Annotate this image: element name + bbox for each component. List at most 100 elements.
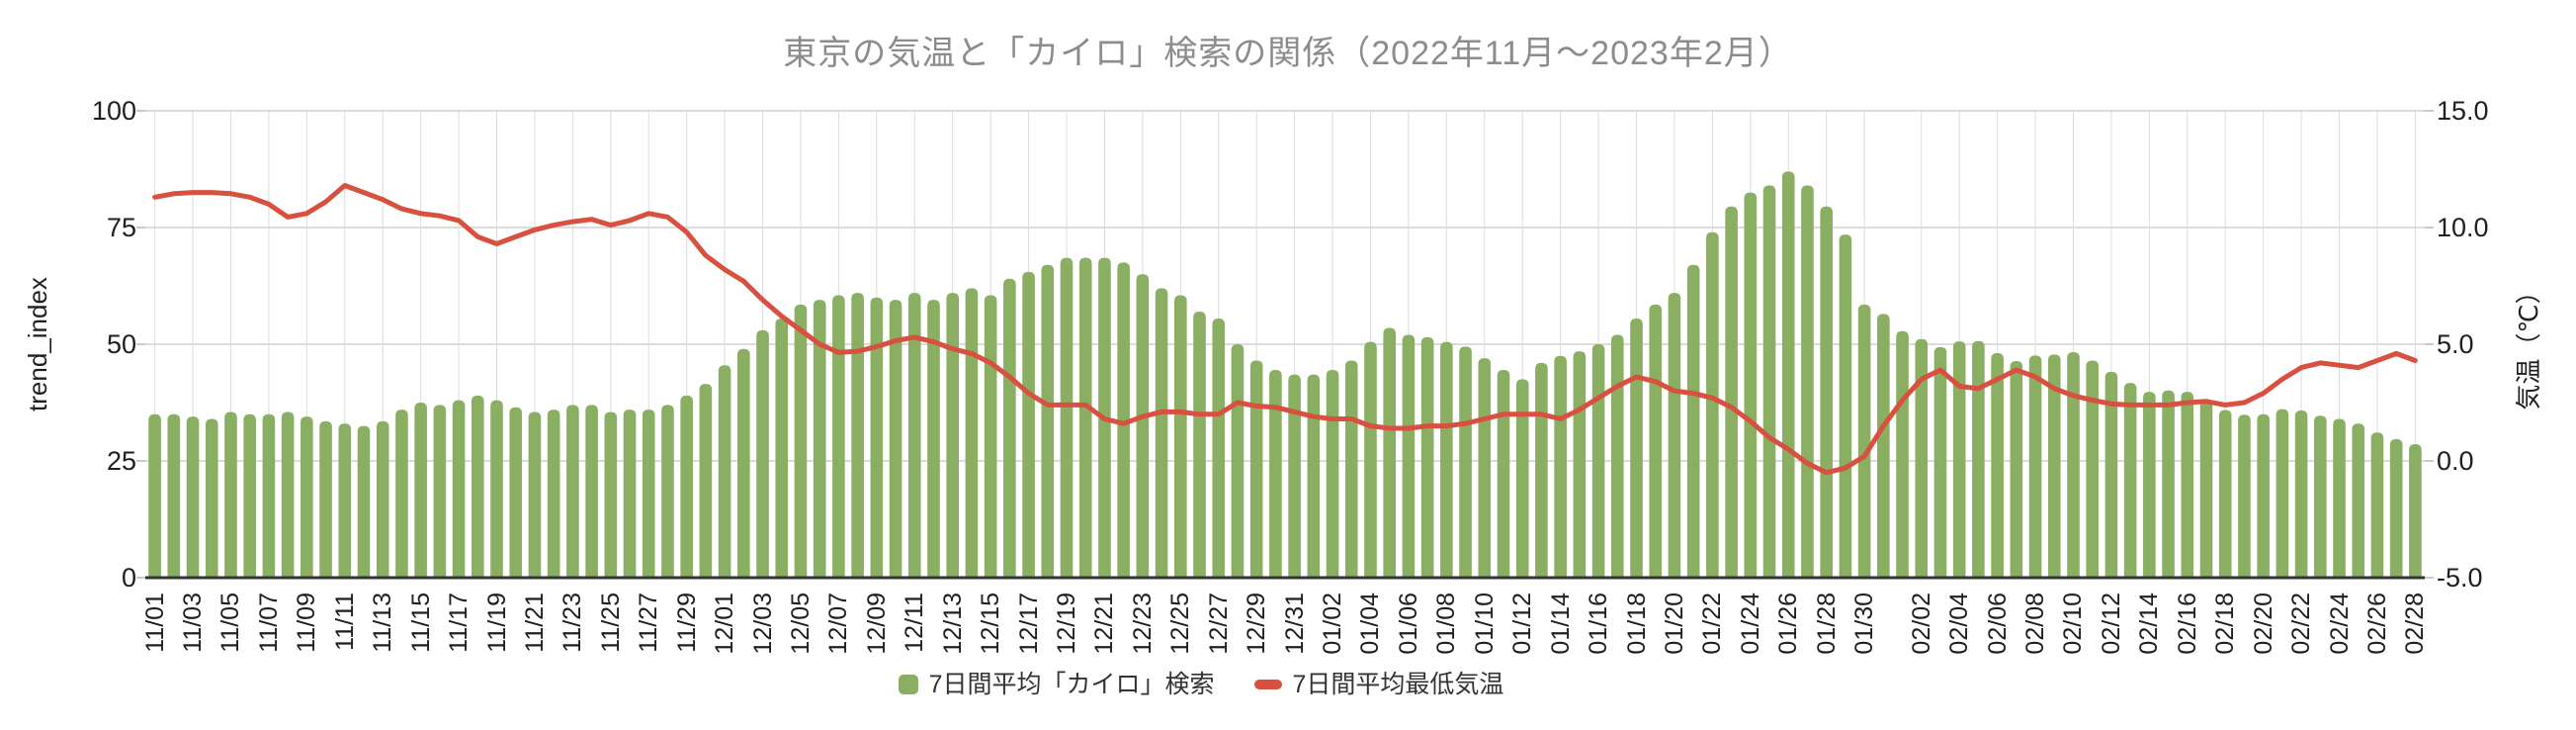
trend-bar [1249, 360, 1263, 578]
trend-bar [566, 405, 579, 578]
trend-bar [775, 319, 789, 578]
y-left-tick-label: 75 [106, 213, 136, 242]
trend-bar [433, 405, 447, 578]
trend-bar [946, 293, 960, 578]
trend-bar [1991, 352, 2004, 578]
legend: 7日間平均「カイロ」検索 7日間平均最低気温 [0, 671, 2489, 698]
trend-bar [1933, 346, 1947, 578]
trend-bar [604, 411, 618, 578]
trend-bar [680, 395, 693, 578]
trend-bar [319, 420, 332, 578]
trend-bar [1078, 257, 1092, 578]
trend-bar [452, 400, 466, 578]
legend-line-swatch-icon [1253, 680, 1282, 689]
trend-bar [1668, 293, 1681, 578]
trend-bar [1686, 264, 1700, 578]
y-left-tick-label: 100 [91, 96, 136, 126]
trend-bar [167, 413, 181, 578]
trend-bar [1972, 340, 1985, 578]
trend-bar [2294, 411, 2308, 578]
trend-bar [1136, 274, 1150, 578]
y-right-tick-label: -5.0 [2437, 563, 2483, 593]
trend-bar [1440, 341, 1453, 578]
trend-bar [794, 304, 808, 578]
trend-bar [2104, 371, 2118, 578]
trend-bar [338, 423, 352, 578]
trend-bar [2047, 354, 2061, 578]
trend-bar [1402, 334, 1416, 578]
trend-bar [205, 418, 218, 578]
trend-bar [281, 411, 295, 578]
trend-bar [2238, 414, 2251, 578]
trend-bar [642, 410, 655, 578]
trend-bar [2143, 392, 2156, 578]
trend-bar [1573, 351, 1587, 578]
trend-bar [1896, 330, 1909, 578]
trend-bar [1459, 346, 1472, 578]
trend-bar [1515, 379, 1529, 578]
trend-bar [2123, 383, 2137, 578]
y-right-tick-label: 5.0 [2437, 329, 2474, 359]
trend-bar [585, 405, 598, 578]
trend-bar [490, 400, 503, 578]
trend-bar [2181, 392, 2194, 578]
y-left-tick-label: 0 [121, 563, 136, 593]
trend-bar [1478, 358, 1492, 578]
trend-bar [509, 407, 523, 578]
legend-item-temperature[interactable]: 7日間平均最低気温 [1253, 671, 1504, 698]
trend-bar [243, 413, 256, 578]
trend-bar [1307, 374, 1321, 578]
trend-bar [2352, 423, 2365, 578]
trend-bar [907, 293, 921, 578]
trend-bar [699, 384, 713, 578]
trend-bar [1630, 319, 1643, 578]
trend-bar [718, 365, 731, 578]
y-left-tick-label: 25 [106, 446, 136, 476]
trend-bar [2010, 360, 2023, 578]
trend-bar [1820, 206, 1833, 578]
trend-bar [1915, 338, 1929, 578]
trend-bar [2389, 438, 2403, 578]
y-axis-title-right: 気温（℃） [2514, 278, 2543, 411]
trend-bar [1326, 369, 1339, 578]
legend-label-temperature: 7日間平均最低気温 [1292, 671, 1504, 698]
trend-bar [1041, 264, 1055, 578]
trend-bar [1554, 355, 1567, 578]
trend-bar [1781, 171, 1795, 579]
trend-bar [2257, 413, 2270, 578]
trend-bar [1497, 369, 1510, 578]
trend-bar [1060, 257, 1073, 578]
trend-bar [1117, 262, 1130, 578]
trend-bar [737, 348, 750, 578]
trend-bar [965, 288, 979, 578]
trend-bar [2162, 390, 2175, 578]
y-axis-title-left: trend_index [23, 277, 52, 411]
trend-bar [1591, 344, 1605, 578]
trend-bar [1649, 304, 1663, 578]
trend-bar [528, 411, 542, 578]
trend-bar [547, 410, 560, 578]
y-left-tick-label: 50 [106, 329, 136, 359]
trend-bar [813, 300, 826, 578]
y-right-tick-label: 0.0 [2437, 446, 2474, 476]
trend-bar [148, 413, 161, 578]
trend-bar [984, 295, 997, 578]
legend-label-search: 7日間平均「カイロ」検索 [928, 671, 1215, 698]
trend-bar [1193, 311, 1206, 578]
y-right-tick-label: 10.0 [2437, 213, 2489, 242]
trend-bar [1420, 336, 1434, 578]
trend-bar [395, 410, 408, 578]
trend-bar [2218, 410, 2232, 578]
legend-item-search[interactable]: 7日間平均「カイロ」検索 [898, 671, 1215, 698]
trend-bar [1725, 206, 1738, 578]
trend-bar [1344, 360, 1358, 578]
trend-bar [623, 410, 637, 578]
trend-bar [2275, 409, 2289, 578]
trend-bar [471, 395, 484, 578]
trend-bar [1857, 304, 1871, 578]
trend-bar [262, 413, 276, 578]
trend-bar [870, 297, 884, 578]
